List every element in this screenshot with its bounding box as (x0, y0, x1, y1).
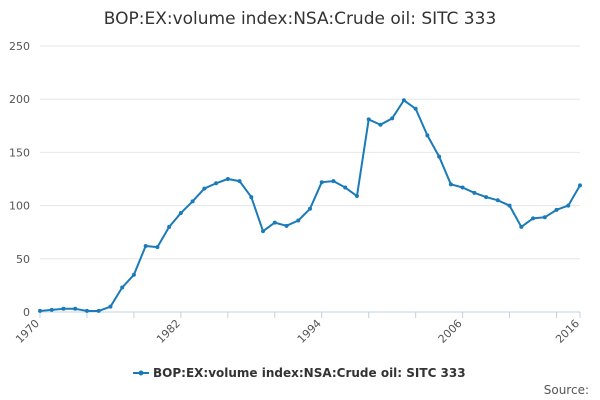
data-point[interactable] (413, 106, 418, 111)
data-point[interactable] (84, 308, 89, 313)
data-point[interactable] (202, 186, 207, 191)
series-layer (38, 98, 582, 313)
x-tick-label: 1994 (295, 317, 324, 346)
y-tick-label: 50 (16, 253, 30, 266)
data-point[interactable] (38, 308, 42, 313)
data-point[interactable] (155, 245, 160, 250)
y-tick-label: 100 (9, 200, 30, 213)
data-point[interactable] (237, 179, 242, 184)
data-point[interactable] (484, 195, 489, 200)
x-tick-label: 2006 (436, 317, 465, 346)
y-tick-label: 150 (9, 146, 30, 159)
data-point[interactable] (566, 203, 571, 208)
data-point[interactable] (249, 195, 254, 200)
x-tick-label: 1982 (154, 317, 183, 346)
data-point[interactable] (378, 122, 383, 127)
data-point[interactable] (96, 308, 101, 313)
data-point[interactable] (578, 183, 582, 188)
data-point[interactable] (460, 185, 465, 190)
data-point[interactable] (272, 220, 277, 225)
source-label: Source: (544, 383, 589, 397)
data-point[interactable] (296, 218, 301, 223)
data-point[interactable] (261, 229, 266, 234)
chart-title: BOP:EX:volume index:NSA:Crude oil: SITC … (104, 9, 497, 29)
data-point[interactable] (331, 179, 336, 184)
y-axis: 0 50 100 150 200 250 (9, 40, 30, 319)
x-tick-labels: 1970 1982 1994 2006 2016 (13, 317, 582, 346)
data-point[interactable] (108, 304, 113, 309)
y-tick-label: 250 (9, 40, 30, 53)
data-point[interactable] (73, 306, 78, 311)
legend-marker-icon (138, 370, 144, 376)
y-tick-label: 0 (23, 306, 30, 319)
data-point[interactable] (225, 177, 230, 181)
data-point[interactable] (178, 211, 183, 216)
data-point[interactable] (507, 203, 512, 208)
data-point[interactable] (401, 98, 406, 103)
data-point[interactable] (390, 116, 395, 121)
data-point[interactable] (425, 133, 430, 138)
data-point[interactable] (366, 117, 371, 122)
data-point[interactable] (167, 224, 172, 229)
data-point[interactable] (437, 154, 442, 159)
data-point[interactable] (448, 182, 453, 187)
data-point[interactable] (519, 224, 524, 229)
x-axis (39, 312, 581, 318)
data-point[interactable] (131, 272, 136, 277)
x-tick-label: 2016 (553, 317, 582, 346)
data-point[interactable] (472, 190, 477, 195)
data-point[interactable] (49, 307, 54, 312)
legend[interactable]: BOP:EX:volume index:NSA:Crude oil: SITC … (133, 366, 466, 380)
x-tick-label: 1970 (13, 317, 42, 346)
data-point[interactable] (319, 180, 324, 185)
data-point[interactable] (531, 216, 536, 221)
data-point[interactable] (61, 306, 66, 311)
data-point[interactable] (190, 199, 195, 204)
data-point[interactable] (542, 215, 547, 220)
data-point[interactable] (495, 198, 500, 203)
data-point[interactable] (214, 181, 219, 186)
data-point[interactable] (554, 207, 559, 212)
data-point[interactable] (284, 223, 289, 228)
data-point[interactable] (354, 194, 359, 199)
data-point[interactable] (143, 244, 148, 249)
data-point[interactable] (120, 285, 125, 290)
data-point[interactable] (343, 185, 348, 190)
legend-label: BOP:EX:volume index:NSA:Crude oil: SITC … (153, 366, 466, 380)
grid-lines (40, 45, 580, 313)
data-point[interactable] (308, 206, 312, 211)
y-tick-label: 200 (9, 93, 30, 106)
